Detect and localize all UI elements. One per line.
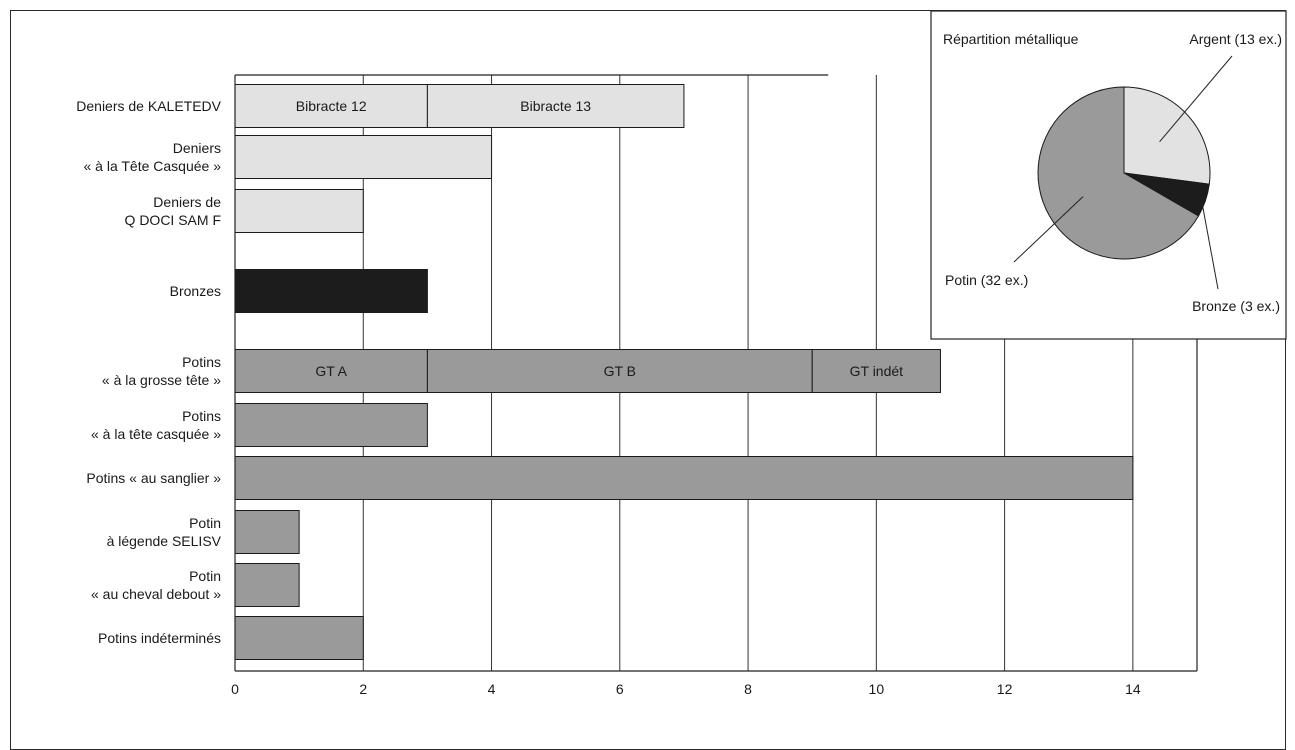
x-tick-label: 4 <box>488 681 496 697</box>
x-tick-label: 0 <box>231 681 239 697</box>
x-tick-label: 2 <box>359 681 367 697</box>
pie-slices <box>1037 86 1211 260</box>
bar-segment <box>234 563 300 607</box>
x-tick-label: 12 <box>997 681 1013 697</box>
pie-slice-label: Potin (32 ex.) <box>945 272 1028 288</box>
category-label: Bronzes <box>170 283 221 299</box>
pie-leader-line <box>1200 199 1219 290</box>
bar-segment <box>234 189 364 233</box>
bar-segment-label: Bibracte 12 <box>296 98 367 114</box>
bar-segment-label: GT A <box>315 363 347 379</box>
pie-slice-label: Argent (13 ex.) <box>1189 31 1282 47</box>
bar-segment <box>234 135 493 179</box>
category-label: Potins indéterminés <box>98 630 221 646</box>
category-label: Deniers « à la Tête Casquée » <box>83 140 221 174</box>
bar-segment <box>234 403 428 447</box>
bar-segment-label: GT indét <box>850 363 904 379</box>
x-tick-label: 8 <box>744 681 752 697</box>
bar-segment <box>426 84 685 128</box>
x-tick-label: 6 <box>616 681 624 697</box>
category-label: Potin à légende SELISV <box>107 515 222 549</box>
bar-segment <box>234 84 428 128</box>
pie-title: Répartition métallique <box>943 31 1079 47</box>
category-label: Potins « à la grosse tête » <box>102 354 221 388</box>
x-tick-label: 10 <box>869 681 885 697</box>
category-label: Deniers de Q DOCI SAM F <box>125 194 222 228</box>
category-label: Potins « au sanglier » <box>86 470 221 486</box>
category-labels: Deniers de KALETEDV Deniers « à la Tête Ca… <box>76 98 221 646</box>
category-label: Deniers de KALETEDV <box>76 98 221 114</box>
pie-slice <box>1037 86 1200 260</box>
bar-segment <box>234 349 428 393</box>
pie-chart: Répartition métallique Argent (13 ex.) Br… <box>930 10 1287 340</box>
chart-canvas: Bibracte 12 Bibracte 13 GT A GT B GT indét 0… <box>76 10 1287 697</box>
bar-segment-label: Bibracte 13 <box>520 98 591 114</box>
x-tick-label: 14 <box>1125 681 1141 697</box>
category-label: Potins « à la tête casquée » <box>91 408 221 442</box>
category-label: Potin « au cheval debout » <box>91 568 221 602</box>
pie-slice-label: Bronze (3 ex.) <box>1192 298 1280 314</box>
bar-segment <box>234 616 364 660</box>
bar-segment <box>234 510 300 554</box>
pie-labels: Argent (13 ex.) Bronze (3 ex.) Potin (32 e… <box>945 31 1282 314</box>
bar-group: Bibracte 12 Bibracte 13 GT A GT B GT indét <box>234 84 1134 660</box>
bar-segment-label: GT B <box>604 363 636 379</box>
pie-leader-line <box>1159 55 1233 143</box>
bar-segment <box>811 349 941 393</box>
bar-segment <box>234 269 428 313</box>
bar-segment <box>234 456 1134 500</box>
pie-leader-line <box>1013 196 1084 263</box>
pie-slice <box>1123 86 1211 185</box>
